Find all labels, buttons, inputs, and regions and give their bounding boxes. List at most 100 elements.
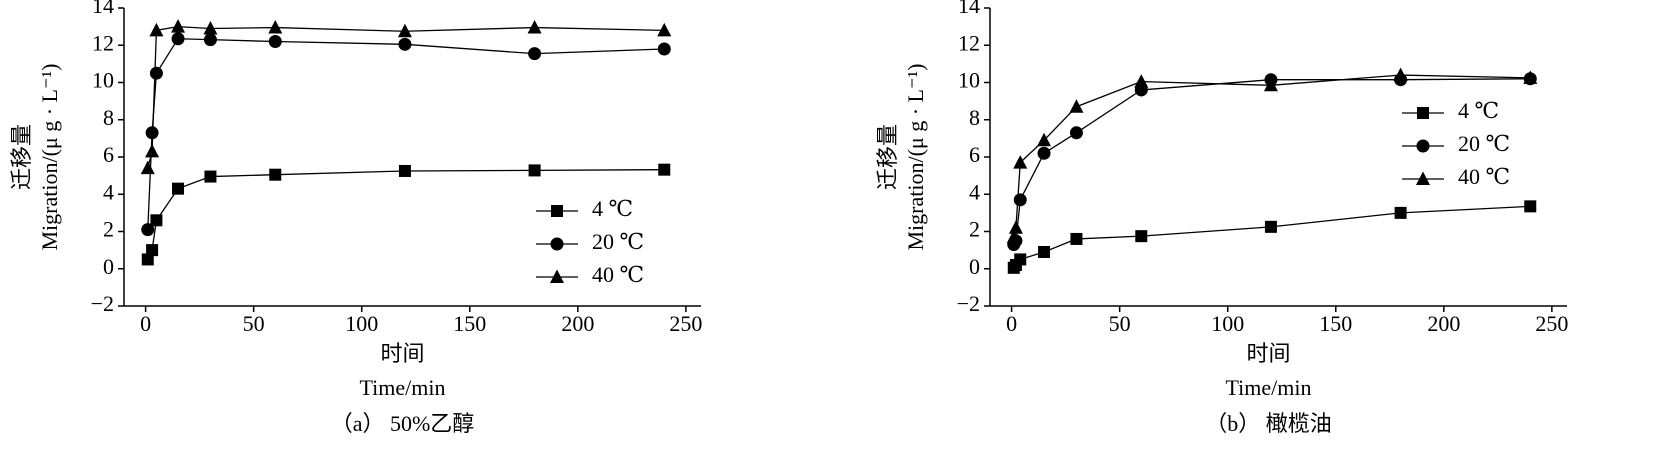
series-line (147, 38, 665, 230)
y-tick-label: 10 (92, 68, 114, 93)
marker (1135, 230, 1148, 243)
marker (1069, 99, 1084, 113)
marker (1264, 220, 1277, 233)
marker (269, 168, 282, 181)
marker (527, 20, 542, 34)
marker (268, 35, 282, 49)
marker (1069, 126, 1083, 140)
y-tick-label: 14 (92, 0, 114, 18)
legend-label: 40 ℃ (1458, 164, 1510, 189)
marker (172, 182, 185, 195)
marker (1524, 200, 1537, 213)
marker (171, 32, 185, 46)
marker (1134, 74, 1149, 88)
marker (1263, 77, 1278, 92)
legend-marker (550, 237, 564, 251)
marker (141, 253, 154, 266)
x-tick-label: 100 (1211, 311, 1244, 336)
marker (528, 164, 541, 177)
legend-label: 20 ℃ (592, 229, 644, 254)
marker (1523, 70, 1538, 84)
marker (171, 19, 186, 33)
x-tick-label: 250 (1535, 311, 1568, 336)
series-line (1013, 78, 1531, 245)
legend-label: 4 ℃ (1458, 98, 1499, 123)
y-tick-label: 8 (969, 105, 980, 130)
marker (141, 223, 155, 237)
x-tick-label: 50 (243, 311, 265, 336)
x-tick-label: 50 (1109, 311, 1131, 336)
y-tick-label: −2 (957, 291, 980, 316)
marker (658, 163, 671, 176)
y-tick-label: 4 (969, 179, 980, 204)
x-axis-label-cn: 时间 (1246, 341, 1290, 366)
legend-marker (551, 205, 563, 217)
y-tick-label: 6 (103, 142, 114, 167)
y-axis-label-cn: 迁移量 (9, 124, 34, 190)
caption: （b） 橄榄油 (1205, 411, 1332, 436)
y-tick-label: 12 (92, 30, 114, 55)
marker (203, 33, 217, 47)
legend-marker (550, 269, 564, 283)
x-tick-label: 150 (453, 311, 486, 336)
y-tick-label: 4 (103, 179, 114, 204)
x-axis-label-cn: 时间 (380, 341, 424, 366)
marker (397, 23, 412, 38)
marker (268, 20, 283, 34)
marker (203, 20, 218, 35)
x-axis-label: Time/min (1226, 375, 1312, 400)
x-tick-label: 150 (1319, 311, 1352, 336)
x-axis-label: Time/min (360, 375, 446, 400)
x-tick-label: 0 (140, 311, 151, 336)
marker (1013, 155, 1028, 169)
marker (1037, 132, 1052, 147)
y-tick-label: 0 (969, 254, 980, 279)
marker (528, 47, 542, 61)
y-axis-label: Migration/(μ g · L⁻¹) (37, 63, 62, 250)
x-tick-label: 200 (1427, 311, 1460, 336)
marker (398, 37, 412, 51)
y-tick-label: 2 (969, 217, 980, 242)
legend-label: 4 ℃ (592, 196, 633, 221)
series-line (1013, 205, 1531, 269)
legend-label: 20 ℃ (1458, 131, 1510, 156)
legend-marker (1417, 107, 1429, 119)
y-tick-label: 14 (958, 0, 980, 18)
marker (1393, 67, 1408, 82)
x-tick-label: 250 (669, 311, 702, 336)
caption: （a） 50%乙醇 (331, 411, 475, 436)
series-line (147, 169, 665, 260)
marker (1037, 146, 1051, 160)
legend-marker (1416, 139, 1430, 153)
marker (140, 160, 155, 175)
marker (657, 42, 671, 56)
y-tick-label: 12 (958, 30, 980, 55)
y-tick-label: 8 (103, 105, 114, 130)
marker (1008, 220, 1023, 234)
y-axis-label: Migration/(μ g · L⁻¹) (903, 63, 928, 250)
marker (150, 214, 163, 227)
y-tick-label: −2 (91, 291, 114, 316)
marker (1070, 232, 1083, 245)
y-tick-label: 0 (103, 254, 114, 279)
x-tick-label: 0 (1006, 311, 1017, 336)
legend-label: 40 ℃ (592, 262, 644, 287)
marker (1013, 193, 1027, 207)
marker (1038, 245, 1051, 258)
y-axis-label-cn: 迁移量 (875, 124, 900, 190)
series-line (1013, 74, 1531, 238)
legend-marker (1416, 171, 1430, 185)
y-tick-label: 2 (103, 217, 114, 242)
marker (149, 22, 164, 37)
x-tick-label: 200 (561, 311, 594, 336)
marker (204, 170, 217, 183)
marker (1014, 253, 1027, 266)
x-tick-label: 100 (345, 311, 378, 336)
marker (149, 66, 163, 80)
marker (657, 22, 672, 37)
marker (145, 126, 159, 140)
y-tick-label: 10 (958, 68, 980, 93)
marker (1394, 206, 1407, 219)
marker (145, 143, 160, 158)
